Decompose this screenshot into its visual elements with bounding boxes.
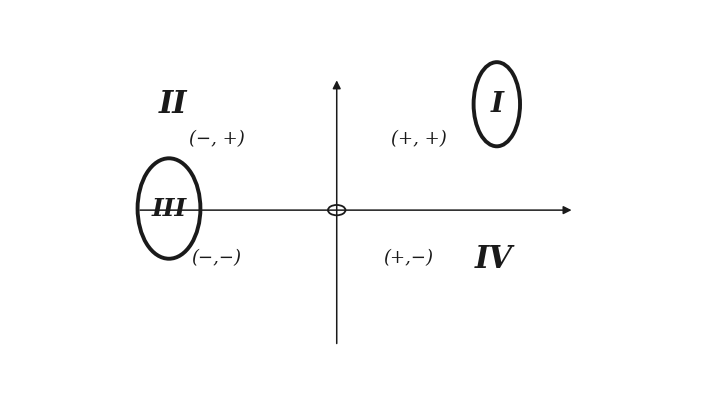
Text: (−, +): (−, +) — [189, 130, 245, 148]
Text: III: III — [152, 197, 187, 222]
Text: II: II — [159, 89, 187, 120]
Text: (+, +): (+, +) — [391, 130, 446, 148]
Text: IV: IV — [474, 244, 513, 275]
Text: I: I — [490, 92, 503, 118]
Text: (−,−): (−,−) — [192, 249, 242, 267]
Text: (+,−): (+,−) — [383, 249, 433, 267]
